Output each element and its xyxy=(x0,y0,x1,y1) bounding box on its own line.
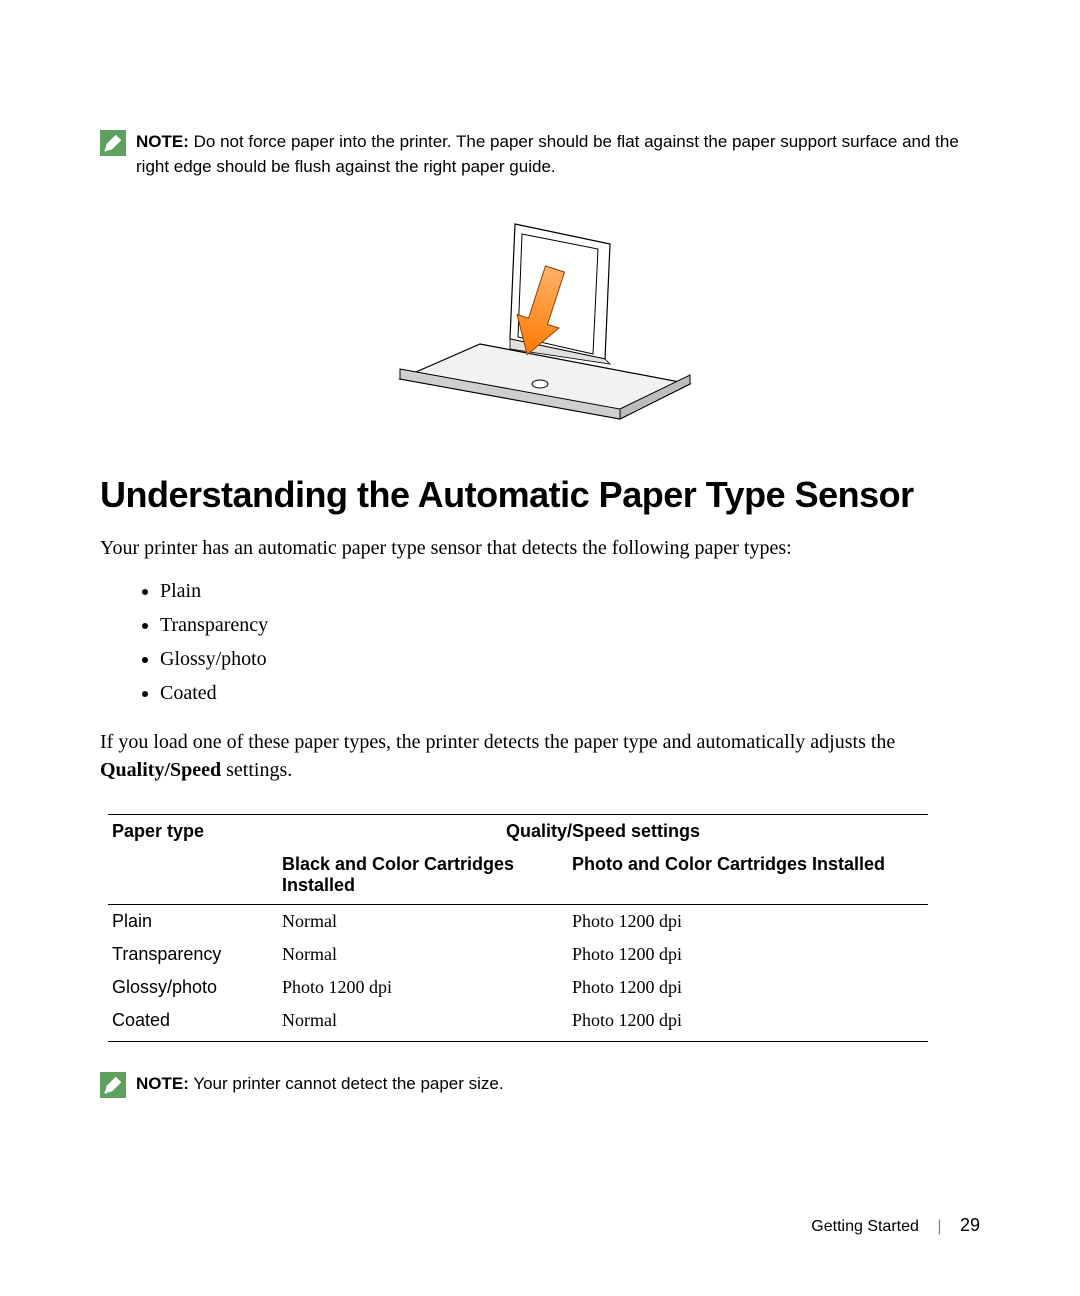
note-1-label: NOTE: xyxy=(136,132,189,151)
cell-c2: Photo 1200 dpi xyxy=(568,971,928,1004)
page-footer: Getting Started | 29 xyxy=(811,1215,980,1236)
table-subheader-photo: Photo and Color Cartridges Installed xyxy=(568,848,928,905)
cell-pt: Plain xyxy=(108,905,278,939)
note-1-body: Do not force paper into the printer. The… xyxy=(136,132,959,176)
note-icon xyxy=(100,1072,126,1098)
footer-section: Getting Started xyxy=(811,1218,919,1235)
adjust-paragraph: If you load one of these paper types, th… xyxy=(100,728,980,784)
note-block-1: NOTE: Do not force paper into the printe… xyxy=(100,130,980,179)
printer-figure xyxy=(100,209,980,434)
list-item: Plain xyxy=(160,574,980,608)
table-header-quality: Quality/Speed settings xyxy=(278,815,928,849)
paper-type-list: Plain Transparency Glossy/photo Coated xyxy=(100,574,980,710)
cell-pt: Transparency xyxy=(108,938,278,971)
cell-c2: Photo 1200 dpi xyxy=(568,1004,928,1042)
note-1-text: NOTE: Do not force paper into the printe… xyxy=(136,130,980,179)
cell-pt: Glossy/photo xyxy=(108,971,278,1004)
list-item: Coated xyxy=(160,676,980,710)
table-row: Plain Normal Photo 1200 dpi xyxy=(108,905,928,939)
para2-pre: If you load one of these paper types, th… xyxy=(100,731,895,753)
table-row: Coated Normal Photo 1200 dpi xyxy=(108,1004,928,1042)
para2-post: settings. xyxy=(221,759,292,781)
cell-c2: Photo 1200 dpi xyxy=(568,938,928,971)
list-item: Transparency xyxy=(160,608,980,642)
cell-c1: Normal xyxy=(278,1004,568,1042)
cell-pt: Coated xyxy=(108,1004,278,1042)
table-header-papertype: Paper type xyxy=(108,815,278,905)
note-2-body: Your printer cannot detect the paper siz… xyxy=(193,1074,503,1093)
cell-c2: Photo 1200 dpi xyxy=(568,905,928,939)
para2-bold: Quality/Speed xyxy=(100,759,221,781)
intro-paragraph: Your printer has an automatic paper type… xyxy=(100,534,980,562)
footer-page-number: 29 xyxy=(960,1215,980,1235)
table-subheader-black: Black and Color Cartridges Installed xyxy=(278,848,568,905)
page: NOTE: Do not force paper into the printe… xyxy=(0,0,1080,1296)
section-heading: Understanding the Automatic Paper Type S… xyxy=(100,474,980,516)
note-2-text: NOTE: Your printer cannot detect the pap… xyxy=(136,1072,504,1097)
table-row: Glossy/photo Photo 1200 dpi Photo 1200 d… xyxy=(108,971,928,1004)
cell-c1: Photo 1200 dpi xyxy=(278,971,568,1004)
footer-separator: | xyxy=(937,1218,941,1235)
note-icon xyxy=(100,130,126,156)
cell-c1: Normal xyxy=(278,905,568,939)
quality-speed-table: Paper type Quality/Speed settings Black … xyxy=(108,814,928,1042)
note-2-label: NOTE: xyxy=(136,1074,189,1093)
table-row: Transparency Normal Photo 1200 dpi xyxy=(108,938,928,971)
list-item: Glossy/photo xyxy=(160,642,980,676)
cell-c1: Normal xyxy=(278,938,568,971)
note-block-2: NOTE: Your printer cannot detect the pap… xyxy=(100,1072,980,1098)
